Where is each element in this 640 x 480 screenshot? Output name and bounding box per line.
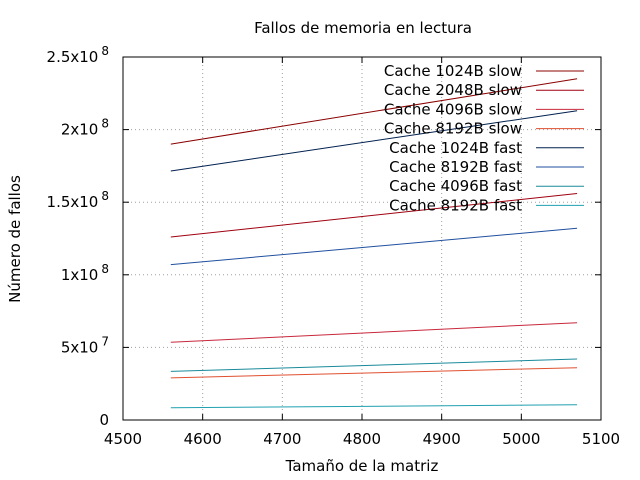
y-tick-label-base: 0	[99, 411, 109, 429]
y-tick-label: 1x10 8	[61, 262, 109, 284]
y-axis-title: Número de fallos	[6, 175, 24, 303]
y-tick-label-base: 5x10	[61, 338, 99, 356]
y-tick-label-exponent: 8	[101, 189, 109, 203]
legend-label: Cache 1024B fast	[389, 139, 522, 157]
x-tick-label: 4500	[104, 430, 142, 448]
y-tick-label-base: 1x10	[61, 266, 99, 284]
x-tick-label: 5100	[582, 430, 620, 448]
legend-label: Cache 4096B slow	[384, 100, 522, 118]
series-line-8	[170, 404, 578, 409]
legend-label: Cache 8192B slow	[384, 120, 522, 138]
series-line-7	[170, 358, 578, 372]
series-line-1	[170, 78, 578, 145]
legend-label: Cache 8192B fast	[389, 196, 522, 214]
x-tick-label: 4900	[423, 430, 461, 448]
y-tick-label: 1.5x10 8	[47, 189, 109, 211]
series-line-6	[170, 227, 578, 266]
x-tick-label: 4700	[263, 430, 301, 448]
x-tick-label: 4800	[343, 430, 381, 448]
legend-label: Cache 4096B fast	[389, 177, 522, 195]
y-tick-label-base: 1.5x10	[47, 193, 99, 211]
series-line-3	[170, 322, 578, 343]
grid	[123, 57, 601, 420]
x-tick-label: 5000	[502, 430, 540, 448]
y-tick-label-base: 2x10	[61, 121, 99, 139]
series-line-2	[170, 193, 578, 238]
y-tick-label-base: 2.5x10	[47, 48, 99, 66]
series-layer	[170, 78, 578, 409]
legend-label: Cache 8192B fast	[389, 158, 522, 176]
x-tick-label: 4600	[184, 430, 222, 448]
x-axis-title: Tamaño de la matriz	[285, 457, 439, 475]
y-tick-label-exponent: 8	[101, 44, 109, 58]
y-tick-label: 2x10 8	[61, 117, 109, 139]
legend-label: Cache 2048B slow	[384, 81, 522, 99]
y-tick-label: 2.5x10 8	[47, 44, 109, 66]
series-line-4	[170, 367, 578, 379]
y-tick-label-exponent: 8	[101, 262, 109, 276]
y-tick-label-exponent: 8	[101, 117, 109, 131]
chart-title: Fallos de memoria en lectura	[254, 19, 472, 37]
y-tick-label: 5x10 7	[61, 334, 109, 356]
y-tick-label: 0	[99, 411, 109, 429]
y-tick-label-exponent: 7	[101, 334, 109, 348]
series-line-5	[170, 110, 578, 172]
legend-label: Cache 1024B slow	[384, 62, 522, 80]
